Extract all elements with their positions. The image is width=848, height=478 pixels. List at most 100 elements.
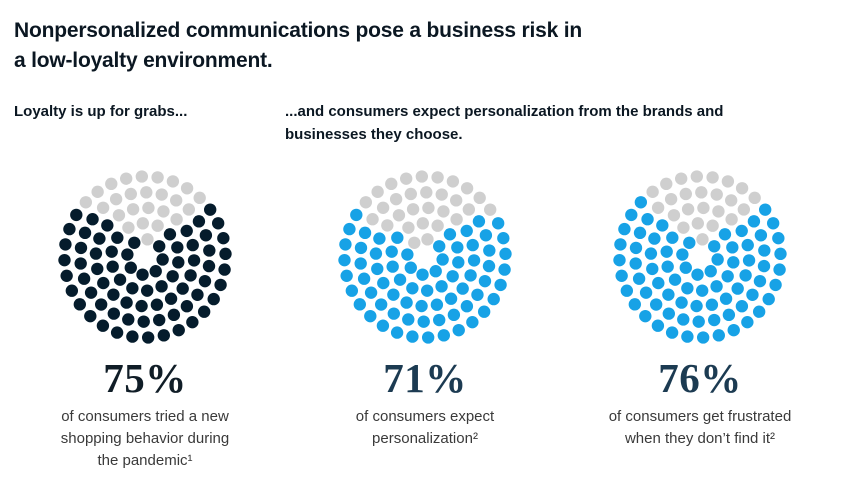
dot-value bbox=[93, 232, 106, 245]
dot-value bbox=[435, 280, 448, 293]
dot-remainder bbox=[735, 182, 749, 195]
dot-remainder bbox=[691, 217, 705, 230]
dot-remainder bbox=[140, 186, 153, 199]
dot-remainder bbox=[91, 185, 104, 198]
dot-value bbox=[772, 232, 785, 245]
dot-remainder bbox=[157, 205, 170, 218]
dot-circle-chart-76 bbox=[613, 170, 787, 344]
dot-value bbox=[753, 274, 767, 288]
dot-value bbox=[111, 231, 124, 244]
dot-value bbox=[107, 288, 120, 301]
dot-value bbox=[447, 308, 461, 322]
dot-remainder bbox=[371, 185, 384, 198]
pct-value-75: 75% bbox=[103, 355, 187, 401]
dot-value bbox=[406, 330, 419, 343]
figure-expect-personalization: 71% of consumers expect personalization² bbox=[295, 168, 555, 450]
caption-71: of consumers expect personalization² bbox=[355, 408, 495, 447]
dot-value bbox=[86, 213, 99, 226]
dot-remainder bbox=[721, 175, 735, 188]
dot-value bbox=[358, 226, 372, 240]
dot-value bbox=[184, 269, 197, 282]
dot-value bbox=[166, 270, 179, 283]
dot-value bbox=[668, 273, 682, 286]
dot-value bbox=[374, 298, 388, 311]
dot-value bbox=[466, 316, 479, 329]
dot-value bbox=[690, 299, 703, 313]
dot-remainder bbox=[408, 236, 421, 249]
dot-value bbox=[499, 247, 512, 261]
dot-value bbox=[739, 269, 752, 282]
dot-value bbox=[176, 282, 189, 295]
dot-remainder bbox=[79, 196, 93, 209]
dot-value bbox=[59, 238, 72, 251]
dot-remainder bbox=[677, 221, 690, 234]
dot-value bbox=[371, 262, 384, 276]
dot-value bbox=[675, 296, 688, 309]
dot-value bbox=[651, 319, 665, 332]
dot-remainder bbox=[120, 172, 133, 185]
dot-value bbox=[199, 229, 213, 242]
dot-value bbox=[126, 330, 139, 343]
dot-value bbox=[401, 248, 414, 261]
dot-value bbox=[149, 265, 162, 278]
dot-value bbox=[451, 241, 464, 254]
dot-value bbox=[639, 309, 652, 323]
dot-remainder bbox=[136, 217, 150, 230]
dot-value bbox=[353, 298, 366, 311]
dot-value bbox=[357, 272, 371, 285]
dot-value bbox=[137, 315, 150, 328]
dot-value bbox=[202, 259, 216, 273]
dot-remainder bbox=[462, 203, 476, 216]
dot-value bbox=[646, 262, 659, 276]
dot-value bbox=[615, 269, 628, 282]
dot-value bbox=[63, 222, 76, 236]
dot-remainder bbox=[402, 221, 415, 234]
dot-value bbox=[180, 224, 193, 238]
dot-remainder bbox=[675, 172, 688, 185]
dot-remainder bbox=[697, 201, 710, 215]
dot-value bbox=[164, 292, 178, 305]
dot-remainder bbox=[389, 192, 403, 206]
dot-value bbox=[665, 326, 679, 339]
dot-value bbox=[618, 222, 631, 236]
dot-value bbox=[692, 315, 705, 328]
dot-value bbox=[460, 300, 474, 313]
dot-value bbox=[110, 326, 124, 339]
dot-value bbox=[681, 282, 694, 295]
dot-value bbox=[91, 262, 104, 276]
dot-remainder bbox=[142, 201, 155, 215]
dot-value bbox=[386, 260, 399, 273]
dot-value bbox=[705, 298, 719, 311]
dot-value bbox=[757, 259, 771, 273]
dot-value bbox=[58, 253, 71, 267]
dot-remainder bbox=[151, 219, 164, 232]
dot-value bbox=[752, 305, 766, 318]
dot-value bbox=[89, 247, 103, 260]
dot-value bbox=[107, 307, 120, 320]
dot-remainder bbox=[706, 171, 719, 184]
dot-remainder bbox=[376, 201, 390, 214]
dot-value bbox=[364, 286, 378, 299]
dot-value bbox=[187, 254, 201, 267]
dot-value bbox=[77, 272, 91, 285]
dot-value bbox=[712, 329, 725, 342]
dot-value bbox=[172, 256, 185, 269]
dot-remainder bbox=[696, 233, 709, 246]
dot-value bbox=[677, 313, 690, 326]
dot-value bbox=[105, 245, 118, 258]
dot-value bbox=[494, 278, 507, 292]
dot-value bbox=[444, 292, 458, 305]
dot-remainder bbox=[473, 191, 486, 205]
dot-value bbox=[120, 296, 133, 309]
dot-value bbox=[106, 260, 119, 273]
dot-value bbox=[446, 270, 459, 283]
pct-value-76: 76% bbox=[658, 355, 742, 401]
dot-value bbox=[60, 269, 73, 282]
dot-value bbox=[172, 323, 185, 337]
dot-circle-chart-75 bbox=[58, 170, 232, 344]
dot-value bbox=[204, 203, 217, 216]
dot-value bbox=[339, 238, 352, 251]
dot-value bbox=[153, 313, 166, 327]
dot-value bbox=[84, 286, 98, 299]
dot-remainder bbox=[420, 186, 433, 199]
